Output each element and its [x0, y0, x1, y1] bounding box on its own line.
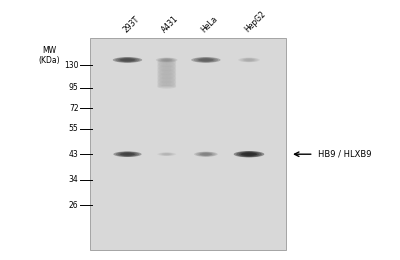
Ellipse shape	[198, 58, 214, 61]
Ellipse shape	[120, 58, 135, 62]
Text: 95: 95	[69, 83, 78, 93]
Ellipse shape	[157, 85, 176, 89]
Ellipse shape	[160, 153, 173, 156]
Ellipse shape	[196, 152, 216, 157]
Ellipse shape	[157, 152, 176, 156]
Ellipse shape	[161, 59, 173, 61]
Text: HepG2: HepG2	[243, 10, 267, 35]
Ellipse shape	[157, 73, 176, 76]
Text: 130: 130	[64, 61, 78, 69]
Ellipse shape	[118, 58, 137, 62]
Ellipse shape	[157, 78, 176, 82]
FancyBboxPatch shape	[90, 38, 286, 250]
Ellipse shape	[238, 58, 260, 62]
Ellipse shape	[157, 79, 176, 83]
Ellipse shape	[157, 61, 176, 64]
Ellipse shape	[236, 151, 262, 157]
Ellipse shape	[241, 152, 257, 157]
Ellipse shape	[196, 58, 216, 62]
Ellipse shape	[157, 75, 176, 79]
Ellipse shape	[118, 152, 137, 157]
Text: MW
(KDa): MW (KDa)	[38, 46, 60, 65]
Ellipse shape	[242, 58, 256, 62]
Ellipse shape	[125, 58, 130, 62]
Ellipse shape	[162, 153, 171, 155]
Text: 72: 72	[69, 104, 78, 113]
Ellipse shape	[157, 65, 176, 68]
Ellipse shape	[201, 58, 211, 62]
Ellipse shape	[156, 58, 178, 62]
Ellipse shape	[116, 152, 139, 157]
Ellipse shape	[246, 152, 252, 156]
Ellipse shape	[191, 57, 220, 63]
Ellipse shape	[198, 152, 214, 156]
Ellipse shape	[157, 69, 176, 73]
Text: 34: 34	[69, 175, 78, 184]
Ellipse shape	[120, 152, 134, 156]
Ellipse shape	[240, 153, 258, 156]
Ellipse shape	[163, 58, 170, 61]
Text: 293T: 293T	[121, 15, 141, 35]
Ellipse shape	[158, 58, 176, 62]
Ellipse shape	[157, 62, 176, 66]
Ellipse shape	[157, 81, 176, 84]
Ellipse shape	[239, 152, 259, 157]
Ellipse shape	[244, 58, 254, 62]
Ellipse shape	[125, 153, 130, 156]
Text: 26: 26	[69, 201, 78, 210]
Ellipse shape	[157, 71, 176, 75]
Ellipse shape	[113, 151, 142, 157]
Ellipse shape	[246, 58, 252, 61]
Ellipse shape	[234, 151, 264, 157]
Ellipse shape	[204, 58, 208, 62]
Ellipse shape	[157, 74, 176, 78]
Ellipse shape	[113, 57, 142, 63]
Ellipse shape	[123, 152, 132, 156]
Ellipse shape	[157, 67, 176, 71]
Text: 55: 55	[69, 124, 78, 133]
Ellipse shape	[160, 58, 174, 62]
Ellipse shape	[198, 58, 213, 62]
Ellipse shape	[162, 153, 172, 155]
Ellipse shape	[161, 58, 172, 62]
Ellipse shape	[157, 59, 176, 63]
Ellipse shape	[157, 77, 176, 81]
Ellipse shape	[243, 59, 255, 61]
Ellipse shape	[200, 153, 212, 155]
Ellipse shape	[119, 58, 136, 61]
Ellipse shape	[157, 70, 176, 74]
Ellipse shape	[115, 57, 140, 62]
Ellipse shape	[157, 66, 176, 70]
Text: A431: A431	[160, 14, 181, 35]
Ellipse shape	[157, 63, 176, 67]
Ellipse shape	[240, 58, 258, 62]
Ellipse shape	[200, 152, 212, 156]
Ellipse shape	[122, 58, 132, 62]
Text: HeLa: HeLa	[200, 14, 220, 35]
Ellipse shape	[202, 153, 210, 156]
Ellipse shape	[194, 152, 218, 157]
Ellipse shape	[194, 57, 218, 62]
Text: HB9 / HLXB9: HB9 / HLXB9	[318, 150, 371, 159]
Ellipse shape	[159, 153, 174, 156]
Ellipse shape	[120, 153, 135, 155]
Ellipse shape	[244, 152, 254, 156]
Ellipse shape	[157, 83, 176, 87]
Ellipse shape	[157, 82, 176, 86]
Text: 43: 43	[69, 150, 78, 159]
